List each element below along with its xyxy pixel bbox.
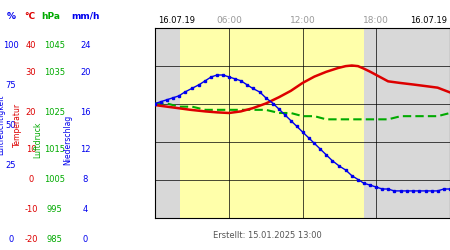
Text: 1035: 1035 <box>44 68 65 77</box>
Text: 4: 4 <box>83 206 88 214</box>
Text: 1015: 1015 <box>44 146 65 154</box>
Bar <box>180 28 364 218</box>
Text: mm/h: mm/h <box>71 12 99 21</box>
Text: 1025: 1025 <box>44 108 65 117</box>
Text: 0: 0 <box>8 236 14 244</box>
Text: 8: 8 <box>83 176 88 184</box>
Text: 40: 40 <box>26 40 36 50</box>
Text: 995: 995 <box>46 206 62 214</box>
Text: Temperatur: Temperatur <box>14 103 22 147</box>
Text: 20: 20 <box>26 108 36 117</box>
Text: -10: -10 <box>24 206 38 214</box>
Text: 985: 985 <box>46 236 62 244</box>
Text: 1045: 1045 <box>44 40 65 50</box>
Text: %: % <box>6 12 15 21</box>
Text: 0: 0 <box>83 236 88 244</box>
Text: 16.07.19: 16.07.19 <box>158 16 195 25</box>
Text: 16: 16 <box>80 108 91 117</box>
Text: Luftdruck: Luftdruck <box>34 122 43 158</box>
Text: 0: 0 <box>28 176 34 184</box>
Text: 1005: 1005 <box>44 176 65 184</box>
Text: -20: -20 <box>24 236 38 244</box>
Text: 12: 12 <box>80 146 90 154</box>
Text: 12:00: 12:00 <box>290 16 315 25</box>
Text: 30: 30 <box>26 68 36 77</box>
Text: Luftfeuchtigkeit: Luftfeuchtigkeit <box>0 95 5 155</box>
Text: Erstellt: 15.01.2025 13:00: Erstellt: 15.01.2025 13:00 <box>213 231 322 240</box>
Text: 10: 10 <box>26 146 36 154</box>
Text: 50: 50 <box>5 120 16 130</box>
Text: Niederschlag: Niederschlag <box>63 115 72 165</box>
Text: 06:00: 06:00 <box>216 16 242 25</box>
Text: 16.07.19: 16.07.19 <box>410 16 447 25</box>
Text: 18:00: 18:00 <box>364 16 389 25</box>
Text: 75: 75 <box>5 80 16 90</box>
Text: °C: °C <box>24 12 35 21</box>
Text: 20: 20 <box>80 68 90 77</box>
Text: 24: 24 <box>80 40 90 50</box>
Text: 100: 100 <box>3 40 19 50</box>
Text: 25: 25 <box>5 160 16 170</box>
Text: hPa: hPa <box>42 12 61 21</box>
